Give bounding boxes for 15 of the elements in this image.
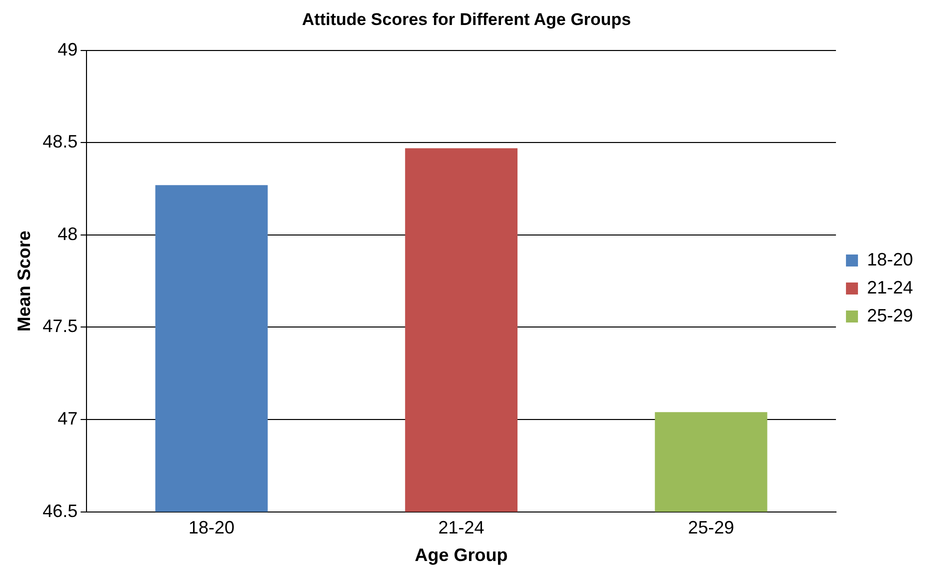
- legend-label: 25-29: [866, 305, 914, 326]
- x-tick-label: 25-29: [688, 518, 734, 538]
- y-axis-title: Mean Score: [14, 230, 34, 332]
- y-tick-label: 48.5: [42, 132, 78, 152]
- y-tick-label: 46.5: [42, 500, 78, 521]
- y-tick-label: 47: [58, 408, 78, 428]
- x-tick-label: 21-24: [438, 518, 484, 538]
- x-tick-label: 18-20: [188, 518, 235, 538]
- y-tick-label: 49: [58, 39, 78, 60]
- y-tick-label: 47.5: [42, 316, 78, 336]
- y-tick-label: 48: [58, 224, 78, 244]
- x-axis-title: Age Group: [414, 545, 508, 566]
- chart-title: Attitude Scores for Different Age Groups: [302, 10, 632, 29]
- legend-label: 21-24: [866, 277, 914, 298]
- legend-label: 18-20: [866, 249, 914, 270]
